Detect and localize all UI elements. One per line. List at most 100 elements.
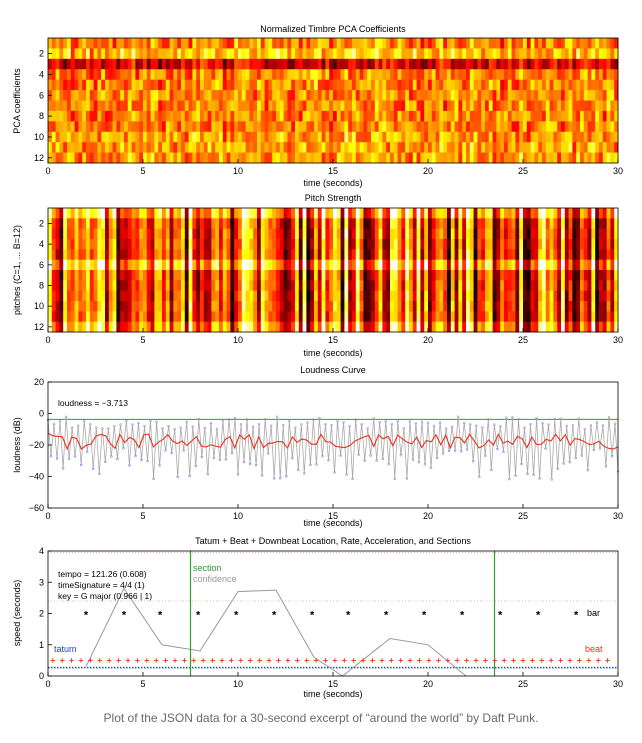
pitch-cell (101, 290, 106, 302)
timbre-cell (306, 79, 311, 91)
timbre-cell (488, 110, 493, 122)
loudness-ytick-label: −40 (29, 472, 44, 482)
pitch-cell (458, 259, 463, 271)
pitch-cell (454, 280, 459, 292)
timbre-cell (101, 48, 106, 60)
beat-marker (106, 658, 112, 663)
timbre-cell (325, 90, 330, 101)
timbre-cell (196, 58, 201, 70)
timbre-cell (131, 48, 136, 60)
pitch-cell (279, 301, 284, 312)
timbre-cell (523, 38, 528, 49)
timbre-cell (287, 100, 292, 112)
pitch-cell (545, 249, 550, 261)
pitch-cell (333, 228, 338, 240)
pitch-cell (344, 249, 349, 261)
timbre-cell (207, 79, 212, 91)
timbre-cell (329, 79, 334, 91)
pitch-cell (272, 270, 277, 281)
loudness-min-point (544, 447, 547, 450)
pitch-cell (454, 249, 459, 261)
pitch-cell (105, 311, 110, 323)
timbre-cell (359, 48, 364, 60)
timbre-cell (89, 142, 94, 153)
pitch-cell (177, 270, 182, 281)
timbre-cell (143, 131, 148, 143)
timbre-cell (431, 58, 436, 70)
timbre-cell (116, 38, 121, 49)
pitch-cell (67, 321, 72, 333)
pitch-cell (431, 321, 436, 333)
timbre-cell (63, 79, 68, 91)
pitch-cell (439, 239, 444, 250)
pitch-cell (610, 270, 615, 281)
timbre-cell (169, 38, 174, 49)
pitch-cell (405, 290, 410, 302)
pitch-cell (135, 280, 140, 292)
timbre-cell (367, 100, 372, 112)
pitch-cell (283, 249, 288, 261)
loudness-max-point (523, 426, 526, 429)
timbre-cell (298, 38, 303, 49)
timbre-cell (469, 69, 474, 81)
beats-x-axis: 0 5 10 15 20 25 30 (45, 672, 623, 689)
pitch-cell (420, 259, 425, 271)
timbre-cell (610, 142, 615, 153)
loudness-min-point (429, 466, 433, 469)
pitch-cell (367, 321, 372, 333)
loudness-min-point (447, 449, 451, 453)
pitch-cell (203, 228, 208, 240)
timbre-cell (393, 121, 398, 133)
timbre-cell (359, 79, 364, 91)
timbre-cell (203, 121, 208, 133)
pitch-cell (500, 290, 505, 302)
pitch-cell (336, 301, 341, 312)
pitch-cell (169, 311, 174, 323)
pitch-cell (481, 270, 486, 281)
pitch-ytick-label: 10 (34, 301, 44, 311)
timbre-cell (279, 100, 284, 112)
timbre-cell (211, 69, 216, 81)
timbre-cell (150, 152, 155, 164)
pitch-cell (162, 311, 167, 323)
timbre-cell (272, 58, 277, 70)
pitch-cell (310, 311, 315, 323)
timbre-cell (477, 38, 482, 49)
timbre-cell (165, 121, 170, 133)
timbre-cell (538, 90, 543, 101)
pitch-cell (143, 311, 148, 323)
pitch-cell (158, 208, 163, 219)
pitch-cell (610, 249, 615, 261)
pitch-cell (124, 259, 129, 271)
timbre-cell (127, 48, 132, 60)
timbre-cell (188, 131, 193, 143)
timbre-cell (515, 58, 520, 70)
timbre-cell (51, 131, 56, 143)
pitch-cell (105, 301, 110, 312)
timbre-cell (466, 110, 471, 122)
pitch-cell (409, 218, 414, 230)
timbre-cell (48, 79, 53, 91)
timbre-cell (219, 79, 224, 91)
timbre-cell (545, 121, 550, 133)
pitch-cell (298, 218, 303, 230)
timbre-cell (420, 69, 425, 81)
timbre-cell (378, 79, 383, 91)
pitch-cell (435, 218, 440, 230)
timbre-cell (108, 131, 113, 143)
pitch-cell (473, 290, 478, 302)
timbre-cell (401, 69, 406, 81)
pitch-cell (443, 280, 448, 292)
timbre-cell (382, 121, 387, 133)
pitch-cell (325, 290, 330, 302)
timbre-cell (230, 69, 235, 81)
pitch-cell (165, 249, 170, 261)
pitch-cell (116, 249, 121, 261)
pitch-cell (587, 208, 592, 219)
pitch-cell (564, 290, 569, 302)
timbre-cell (390, 90, 395, 101)
timbre-cell (587, 69, 592, 81)
pitch-cell (112, 290, 117, 302)
timbre-cell (409, 131, 414, 143)
pitch-cell (496, 259, 501, 271)
